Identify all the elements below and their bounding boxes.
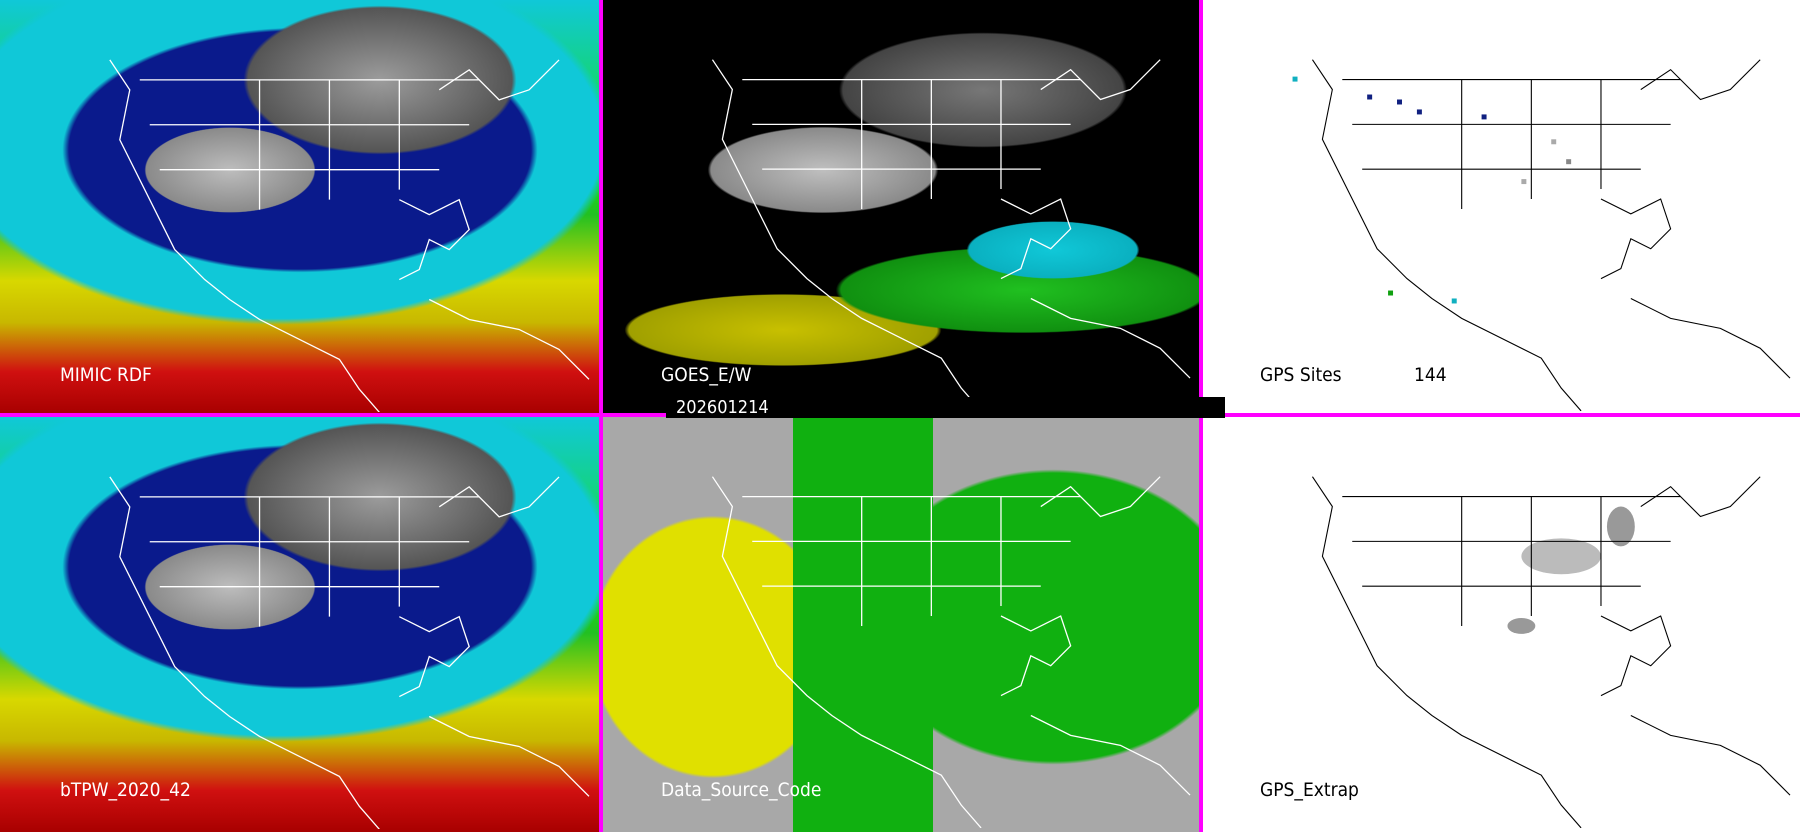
data-source-code-panel: Data_Source_Code <box>603 417 1200 832</box>
date-bar: 202601214 <box>666 397 1225 418</box>
panel-label: Data_Source_Code <box>661 779 822 801</box>
gps-site-count: 144 <box>1414 364 1447 386</box>
panel-label: MIMIC RDF <box>60 364 152 386</box>
mimic-rdf-panel: MIMIC RDF <box>0 0 599 413</box>
btpw-panel: bTPW_2020_42 <box>0 417 599 832</box>
map-outline <box>109 476 590 830</box>
map-outline <box>711 476 1191 828</box>
map-outline <box>711 59 1191 411</box>
goes-ew-panel: GOES_E/W <box>603 0 1200 413</box>
gps-sites-panel: GPS Sites 144 <box>1203 0 1800 413</box>
panel-label: GPS_Extrap <box>1260 779 1359 801</box>
gps-extrap-panel: GPS_Extrap <box>1203 417 1800 832</box>
panel-label: bTPW_2020_42 <box>60 779 191 801</box>
map-outline <box>1311 476 1791 828</box>
map-outline <box>109 59 590 413</box>
panel-label: GOES_E/W <box>661 364 752 386</box>
map-outline <box>1292 59 1791 411</box>
panel-label: GPS Sites <box>1260 364 1342 386</box>
